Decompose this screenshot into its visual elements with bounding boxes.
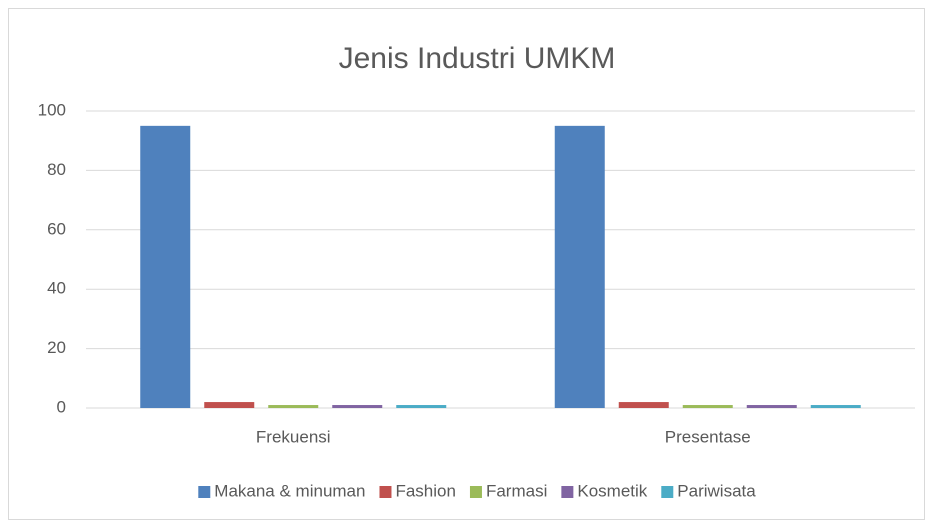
legend-label: Fashion xyxy=(395,481,455,500)
legend-label: Makana & minuman xyxy=(214,481,365,500)
bar xyxy=(682,405,733,408)
bar xyxy=(268,405,319,408)
legend-swatch xyxy=(198,486,211,498)
legend-swatch xyxy=(379,486,392,498)
legend-label: Kosmetik xyxy=(577,481,647,500)
bar xyxy=(204,402,255,408)
legend-label: Pariwisata xyxy=(677,481,756,500)
bar xyxy=(140,125,191,408)
legend-label: Farmasi xyxy=(486,481,547,500)
y-tick-label: 80 xyxy=(47,160,66,179)
bar xyxy=(618,402,669,408)
y-tick-label: 20 xyxy=(47,338,66,357)
legend-swatch xyxy=(661,486,674,498)
bar xyxy=(396,405,447,408)
legend-swatch xyxy=(561,486,574,498)
y-tick-label: 0 xyxy=(57,397,66,416)
chart-title: Jenis Industri UMKM xyxy=(339,42,616,75)
legend-swatch xyxy=(469,486,482,498)
y-tick-label: 40 xyxy=(47,279,66,298)
y-tick-label: 60 xyxy=(47,219,66,238)
bar xyxy=(810,405,861,408)
bar xyxy=(746,405,797,408)
bar xyxy=(554,125,605,408)
y-tick-label: 100 xyxy=(38,100,66,119)
x-tick-label: Frekuensi xyxy=(256,427,331,446)
x-tick-label: Presentase xyxy=(665,427,751,446)
bar xyxy=(332,405,383,408)
